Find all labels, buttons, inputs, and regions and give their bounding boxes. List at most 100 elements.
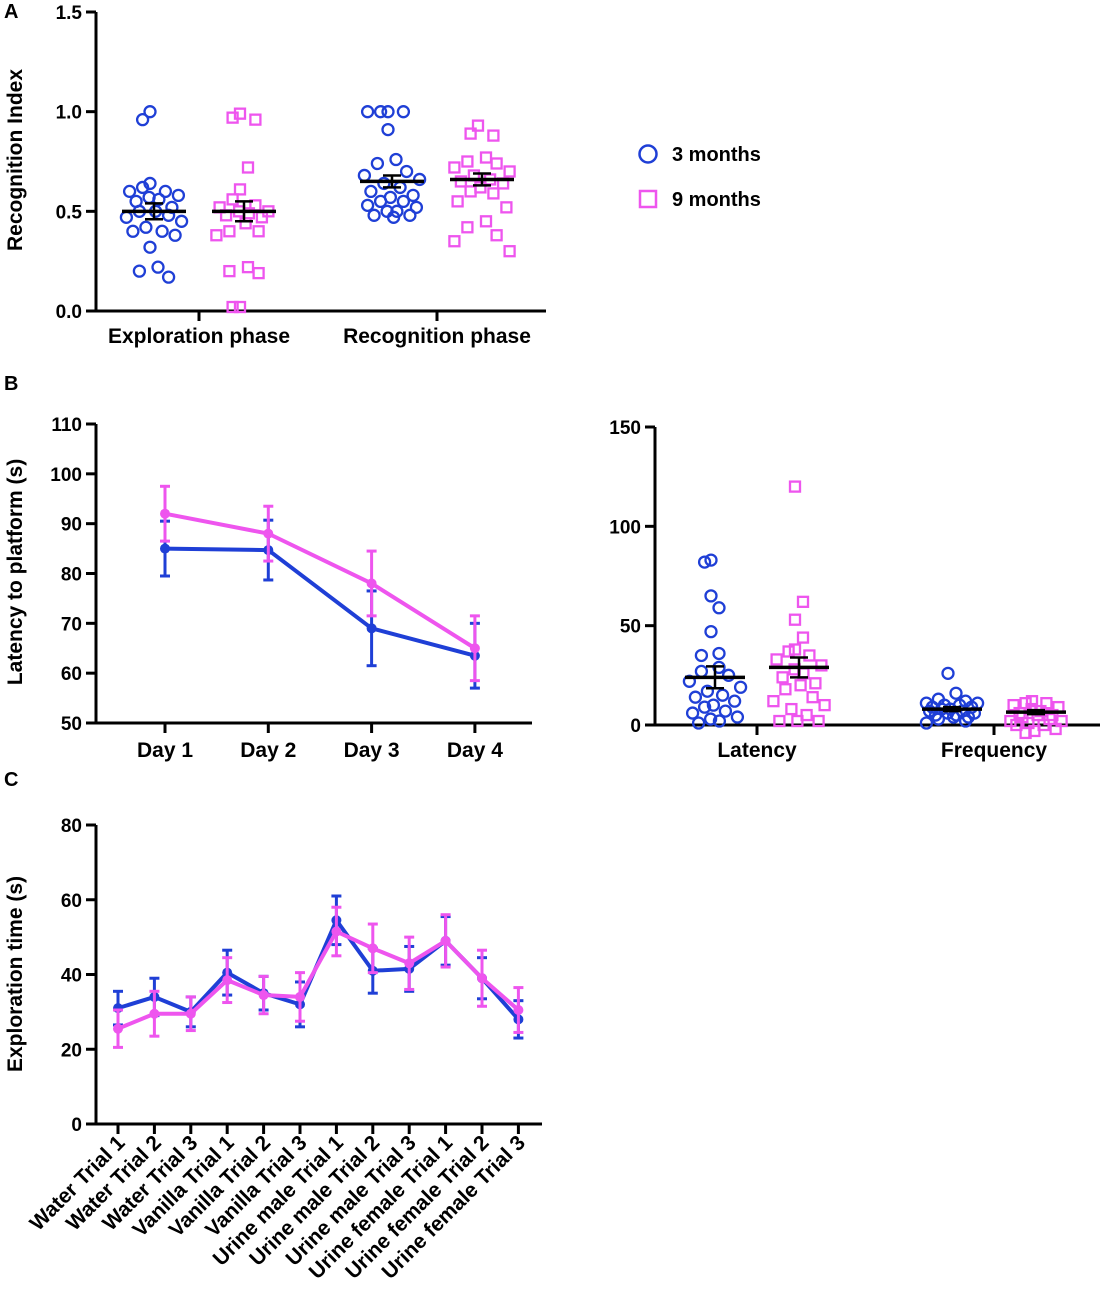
data-point — [139, 220, 153, 234]
data-point — [806, 691, 819, 704]
data-point — [718, 704, 733, 718]
data-point — [135, 180, 150, 195]
data-point — [715, 688, 730, 702]
panel-b-right-group-latency-3-months — [682, 553, 748, 730]
panel-b-series-3-months — [160, 518, 480, 690]
data-point — [412, 172, 427, 187]
data-point — [143, 240, 157, 254]
panel-a-y-tick-label: 0.5 — [56, 202, 83, 223]
data-point — [409, 200, 424, 214]
data-point — [223, 225, 236, 238]
data-point — [779, 683, 792, 696]
data-point — [223, 264, 236, 278]
data-point — [733, 680, 748, 694]
data-point — [776, 671, 789, 684]
data-point — [791, 714, 804, 728]
data-point — [1028, 724, 1041, 738]
data-point — [700, 684, 715, 698]
data-point — [366, 578, 377, 589]
data-point — [706, 698, 721, 712]
data-point — [367, 943, 378, 954]
panel-b-right-x-label-latency: Latency — [717, 739, 797, 762]
data-point — [479, 215, 493, 228]
data-point — [730, 710, 745, 724]
data-point — [727, 694, 742, 708]
panel-a-x-label-exploration-phase: Exploration phase — [108, 325, 290, 348]
data-point — [249, 113, 262, 126]
panel-b-y-tick-label: 90 — [61, 515, 82, 536]
panel-c-y-tick-label: 80 — [61, 816, 82, 837]
data-point — [503, 245, 516, 258]
series-line — [117, 929, 520, 1031]
data-point — [263, 528, 274, 539]
panel-a-group-exploration-phase-9-months — [210, 107, 276, 314]
data-point — [370, 156, 385, 171]
panel-b-y-tick-label: 110 — [51, 415, 82, 436]
data-point — [767, 695, 780, 708]
panel-b-y-tick-label: 80 — [61, 565, 82, 586]
data-point — [788, 480, 802, 493]
panel-b-x-label-day-3: Day 3 — [344, 739, 400, 762]
panel-b-y-tick-label: 50 — [61, 714, 82, 735]
data-point — [143, 105, 157, 119]
panel-b-y-tick-label: 100 — [50, 465, 82, 486]
data-point — [815, 659, 828, 672]
data-point — [694, 648, 709, 663]
data-point — [958, 714, 973, 728]
data-point — [818, 698, 831, 712]
legend-label-3-months: 3 months — [672, 144, 761, 166]
data-point — [691, 716, 706, 730]
data-point — [233, 183, 247, 196]
panel-b-x-label-day-4: Day 4 — [447, 739, 503, 762]
data-point — [474, 181, 487, 194]
panel-b-y-tick-label: 70 — [61, 614, 82, 635]
data-point — [479, 151, 493, 164]
data-point — [119, 210, 134, 224]
panel-c-series-9-months — [113, 905, 524, 1049]
data-point — [160, 543, 170, 554]
data-point — [210, 229, 223, 242]
panel-c-y-tick-label: 60 — [61, 891, 82, 912]
series-line — [164, 511, 476, 650]
data-point — [241, 260, 255, 274]
data-point — [367, 208, 381, 222]
data-point — [782, 645, 795, 658]
data-point — [703, 712, 718, 726]
data-point — [503, 165, 516, 178]
data-point — [697, 555, 712, 569]
data-point — [794, 679, 807, 692]
series-line — [117, 918, 520, 1021]
panel-b-scatter-chart: 0 50 100 150 Latency Frequency — [609, 418, 1100, 762]
data-point — [487, 129, 500, 142]
panel-b-line-chart: 50 60 70 80 90 100 110 Day 1 Day 2 Day 3 Day 4 — [50, 415, 532, 762]
data-point — [226, 193, 239, 206]
data-point — [226, 111, 239, 124]
data-point — [373, 105, 388, 119]
panel-a-group-exploration-phase-3-months — [119, 105, 189, 284]
data-point — [490, 229, 503, 242]
data-point — [389, 152, 403, 167]
data-point — [132, 264, 147, 278]
data-point — [694, 664, 709, 679]
panel-a-group-recognition-phase-3-months — [357, 105, 427, 224]
data-point — [464, 127, 477, 140]
series-line — [164, 546, 476, 658]
panel-b-x-label-day-2: Day 2 — [240, 739, 296, 762]
panel-a-group-recognition-phase-9-months — [448, 119, 516, 258]
legend-square-marker — [638, 189, 658, 209]
panel-c-y-tick-label: 20 — [61, 1040, 82, 1061]
panel-c-y-tick-label: 0 — [71, 1115, 82, 1136]
data-point — [161, 270, 176, 284]
panel-b-right-group-latency-9-months — [767, 480, 831, 728]
data-point — [461, 155, 474, 168]
data-point — [803, 649, 816, 662]
panel-b-series-9-months — [160, 484, 480, 683]
data-point — [773, 714, 786, 728]
data-point — [135, 112, 150, 127]
data-point — [788, 613, 802, 626]
data-point — [490, 157, 503, 170]
data-point — [373, 194, 388, 209]
data-point — [160, 508, 170, 519]
data-point — [357, 168, 372, 183]
data-point — [712, 601, 726, 615]
